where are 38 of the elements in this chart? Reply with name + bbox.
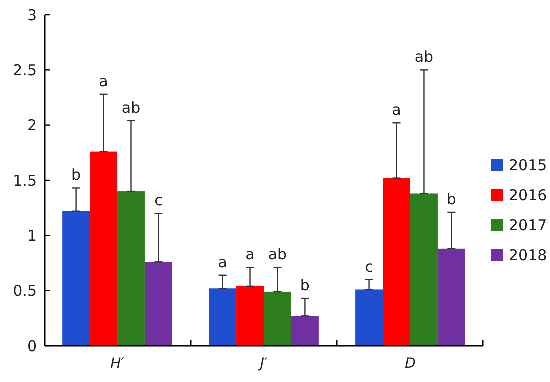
annotation: ab	[268, 246, 288, 264]
y-tick-label: 0.5	[13, 282, 37, 300]
annotation: ab	[414, 48, 434, 66]
annotation: b	[300, 276, 310, 295]
annotation: a	[392, 101, 402, 120]
bar	[236, 286, 264, 346]
y-tick-label: 0	[27, 337, 37, 356]
annotation: c	[154, 192, 163, 210]
x-tick-label: D	[405, 356, 416, 372]
legend-label: 2018	[509, 246, 548, 264]
x-tick-label: H′	[110, 356, 126, 372]
annotation: b	[446, 190, 456, 208]
bar	[118, 192, 145, 346]
y-tick-label: 1.5	[13, 172, 37, 190]
bar	[264, 292, 292, 346]
annotation: a	[218, 253, 228, 272]
y-tick-label: 3	[27, 6, 37, 24]
legend-label: 2017	[509, 216, 548, 234]
bar	[438, 248, 466, 346]
bar	[62, 211, 90, 346]
bar	[90, 152, 118, 346]
annotation: c	[365, 258, 374, 276]
annotation: b	[72, 166, 82, 184]
bar	[383, 178, 410, 346]
legend-label: 2015	[509, 156, 548, 174]
bar	[410, 194, 438, 346]
annotation: ab	[122, 98, 141, 117]
y-tick-label: 1	[27, 226, 37, 245]
legend-label: 2016	[509, 186, 548, 204]
y-tick-label: 2	[27, 116, 37, 135]
annotation: a	[99, 72, 108, 90]
bar	[356, 290, 384, 346]
bar	[291, 316, 319, 346]
y-tick-label: 2.5	[13, 61, 37, 80]
x-tick-label: J′	[257, 356, 268, 372]
bar	[144, 262, 172, 346]
bar	[209, 288, 237, 346]
annotation: a	[246, 246, 255, 264]
